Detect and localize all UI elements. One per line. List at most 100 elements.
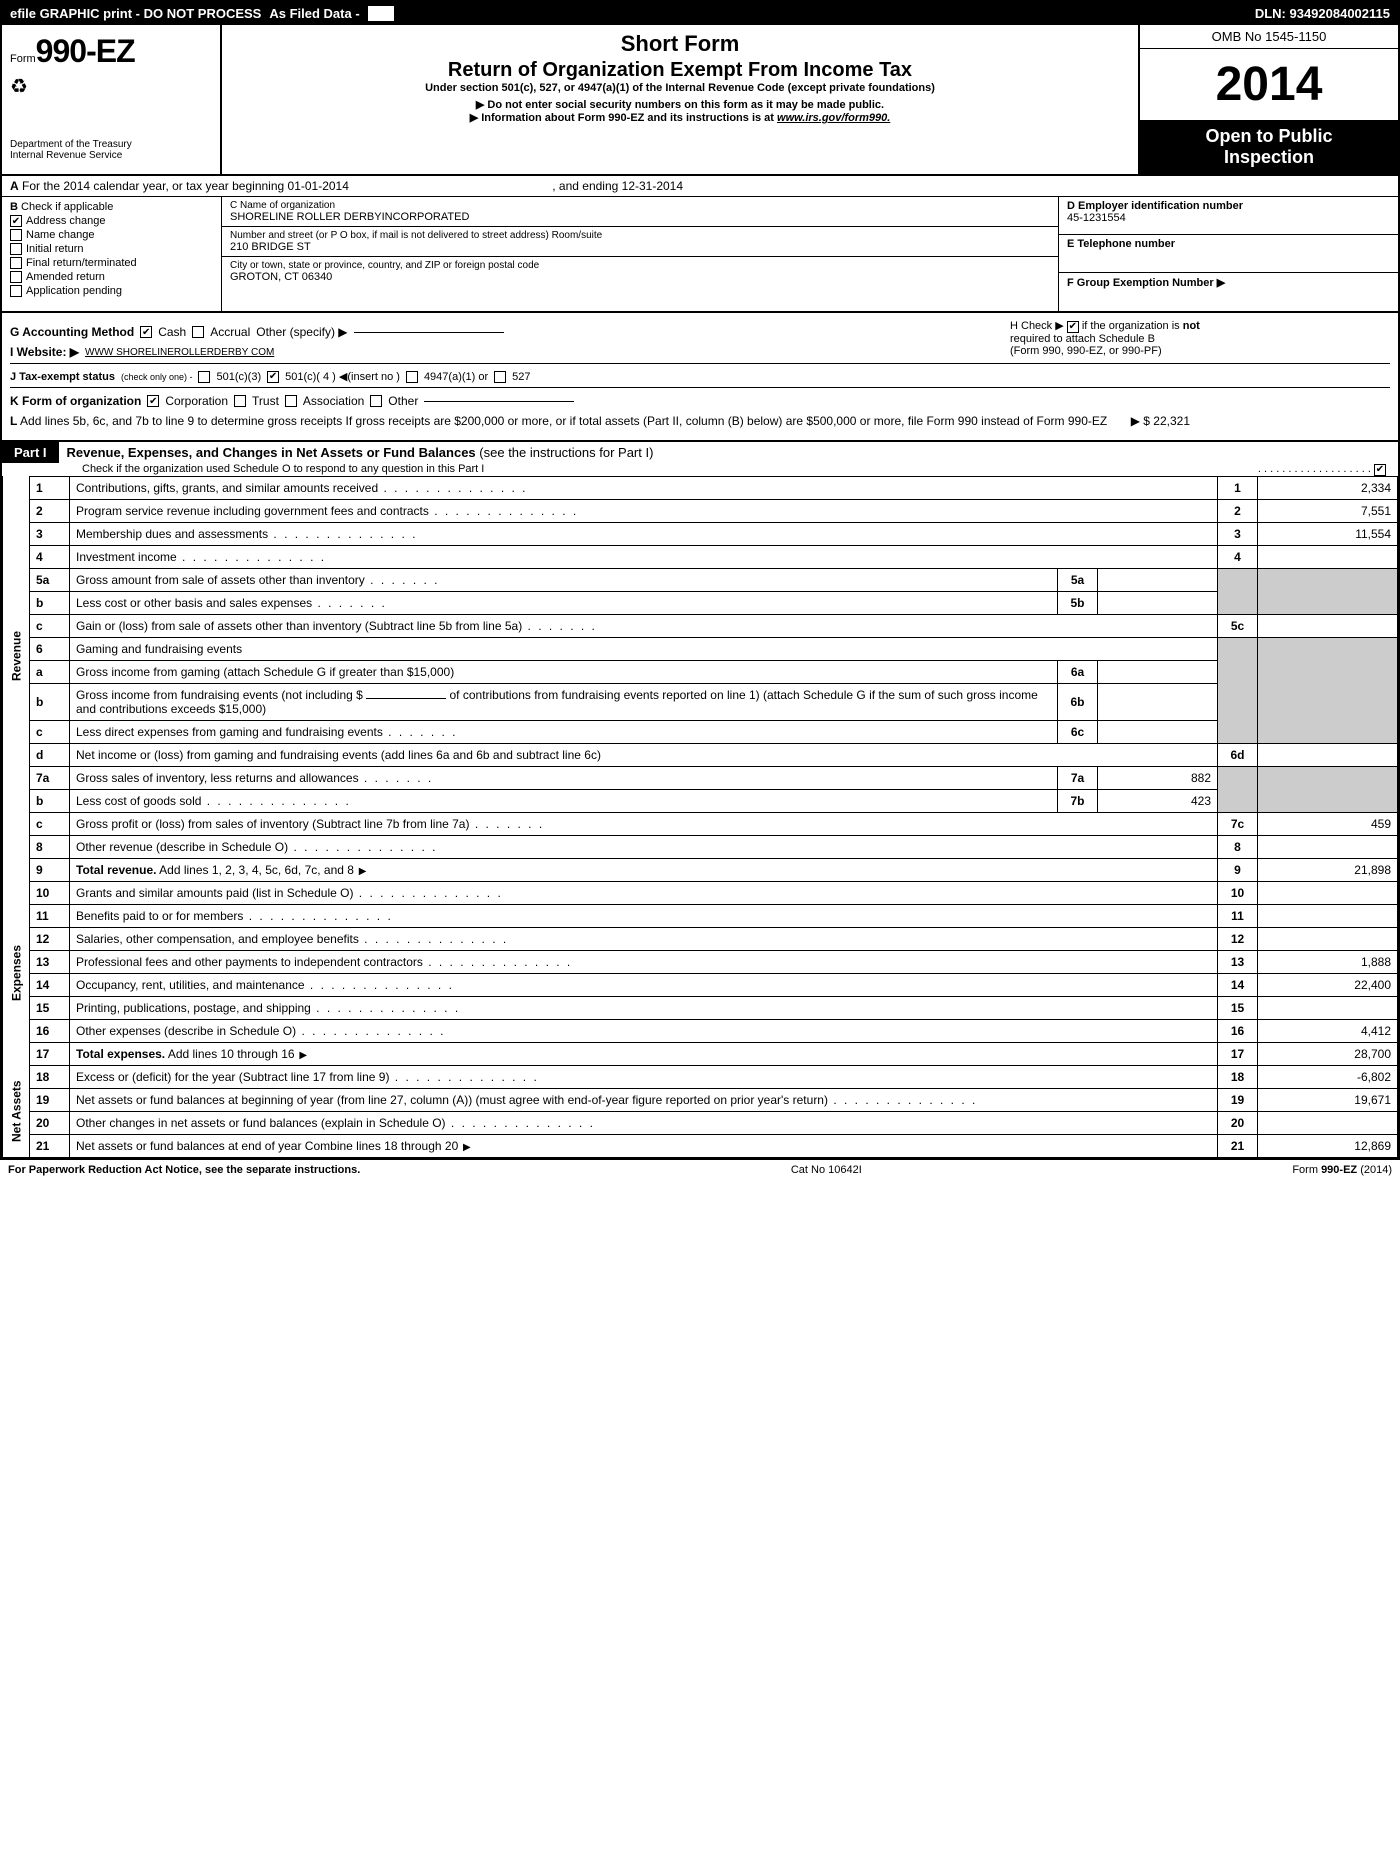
other-org-field[interactable] [424,401,574,402]
line-val: 28,700 [1258,1042,1398,1065]
irs-link[interactable]: www.irs.gov/form990. [777,112,890,124]
main-table: Revenue 1 Contributions, gifts, grants, … [2,476,1398,1158]
line-desc: Other revenue (describe in Schedule O) [76,840,437,854]
line-num: 20 [30,1111,70,1134]
application-pending-checkbox[interactable] [10,285,22,297]
f-label: F Group Exemption Number ▶ [1067,276,1390,289]
revenue-side-label: Revenue [3,476,30,835]
k-label: K Form of organization [10,394,141,408]
h-text4: (Form 990, 990-EZ, or 990-PF) [1010,345,1162,357]
open-public: Open to Public [1146,126,1392,147]
line-rnum: 21 [1218,1134,1258,1157]
line-desc-bold: Total revenue. [76,863,156,877]
final-return-checkbox[interactable] [10,257,22,269]
line-rnum: 13 [1218,950,1258,973]
501c3-checkbox[interactable] [198,371,210,383]
filed-data-box [368,6,394,21]
top-bar: efile GRAPHIC print - DO NOT PROCESS As … [2,2,1398,25]
part1-title: Revenue, Expenses, and Changes in Net As… [59,445,654,460]
line-val: -6,802 [1258,1065,1398,1088]
527-checkbox[interactable] [494,371,506,383]
line-desc: Salaries, other compensation, and employ… [76,932,508,946]
def-section: D Employer identification number 45-1231… [1058,197,1398,311]
section-c: C Name of organization SHORELINE ROLLER … [222,197,1058,311]
line-val [1258,927,1398,950]
line-num: b [30,789,70,812]
4947-checkbox[interactable] [406,371,418,383]
line-desc: Occupancy, rent, utilities, and maintena… [76,978,454,992]
501c-checkbox[interactable] [267,371,279,383]
section-a-text2: , and ending 12-31-2014 [552,179,683,193]
line-desc: Other expenses (describe in Schedule O) [76,1024,445,1038]
section-a-text1: For the 2014 calendar year, or tax year … [22,179,349,193]
part1-label: Part I [2,442,59,463]
line-desc: Gaming and fundraising events [76,642,242,656]
line-desc: Gross profit or (loss) from sales of inv… [76,817,544,831]
line-num: 16 [30,1019,70,1042]
table-row: 12 Salaries, other compensation, and emp… [3,927,1398,950]
name-change-label: Name change [26,229,95,241]
bf-section: B Check if applicable Address change Nam… [2,197,1398,313]
corp-checkbox[interactable] [147,395,159,407]
assoc-checkbox[interactable] [285,395,297,407]
line-desc: Net income or (loss) from gaming and fun… [76,748,601,762]
footer-right: Form 990-EZ (2014) [1292,1164,1392,1176]
amended-return-checkbox[interactable] [10,271,22,283]
other-org-checkbox[interactable] [370,395,382,407]
table-row: c Gross profit or (loss) from sales of i… [3,812,1398,835]
table-row: 8 Other revenue (describe in Schedule O)… [3,835,1398,858]
table-row: 20 Other changes in net assets or fund b… [3,1111,1398,1134]
revenue-side-cont [3,835,30,881]
short-form-title: Short Form [228,31,1132,57]
line-num: 5a [30,568,70,591]
line-num: 13 [30,950,70,973]
website-value[interactable]: WWW SHORELINEROLLERDERBY COM [85,347,274,358]
gl-section: H Check ▶ if the organization is not req… [2,313,1398,442]
table-row: d Net income or (loss) from gaming and f… [3,743,1398,766]
trust-checkbox[interactable] [234,395,246,407]
line-num: 12 [30,927,70,950]
under-section: Under section 501(c), 527, or 4947(a)(1)… [228,82,1132,94]
g-label: G Accounting Method [10,325,134,339]
line-num: 17 [30,1042,70,1065]
table-row: Net Assets 18 Excess or (deficit) for th… [3,1065,1398,1088]
part1-header: Part I Revenue, Expenses, and Changes in… [2,442,1398,463]
line-rnum: 19 [1218,1088,1258,1111]
expenses-side-label: Expenses [3,881,30,1065]
form-page: efile GRAPHIC print - DO NOT PROCESS As … [0,0,1400,1160]
ein-value: 45-1231554 [1067,212,1390,224]
line-val: 22,400 [1258,973,1398,996]
line-val [1258,996,1398,1019]
table-row: 2 Program service revenue including gove… [3,499,1398,522]
table-row: 17 Total expenses. Add lines 10 through … [3,1042,1398,1065]
address-change-checkbox[interactable] [10,215,22,227]
part1-checkbox[interactable] [1374,464,1386,476]
cash-checkbox[interactable] [140,326,152,338]
j-label: J Tax-exempt status [10,371,115,383]
table-row: Expenses 10 Grants and similar amounts p… [3,881,1398,904]
line-desc: Benefits paid to or for members [76,909,393,923]
info-link-row: ▶ Information about Form 990-EZ and its … [228,111,1132,124]
other-specify-field[interactable] [354,332,504,333]
line-desc-2: Add lines 10 through 16 [165,1047,309,1061]
501c3-label: 501(c)(3) [216,371,261,383]
table-row: Revenue 1 Contributions, gifts, grants, … [3,476,1398,499]
contrib-field[interactable] [366,698,446,699]
h-text1: H Check ▶ [1010,320,1064,332]
name-change-checkbox[interactable] [10,229,22,241]
line-val [1258,545,1398,568]
table-row: 7a Gross sales of inventory, less return… [3,766,1398,789]
page-footer: For Paperwork Reduction Act Notice, see … [0,1160,1400,1180]
accrual-checkbox[interactable] [192,326,204,338]
initial-return-checkbox[interactable] [10,243,22,255]
line-rnum: 4 [1218,545,1258,568]
line-num: 6 [30,637,70,660]
as-filed-label: As Filed Data - [269,6,359,21]
dln-label: DLN: 93492084002115 [1255,6,1390,21]
line-num: 21 [30,1134,70,1157]
h-checkbox[interactable] [1067,321,1079,333]
line-desc: Less cost of goods sold [76,794,351,808]
table-row: a Gross income from gaming (attach Sched… [3,660,1398,683]
table-row: 13 Professional fees and other payments … [3,950,1398,973]
table-row: 5a Gross amount from sale of assets othe… [3,568,1398,591]
